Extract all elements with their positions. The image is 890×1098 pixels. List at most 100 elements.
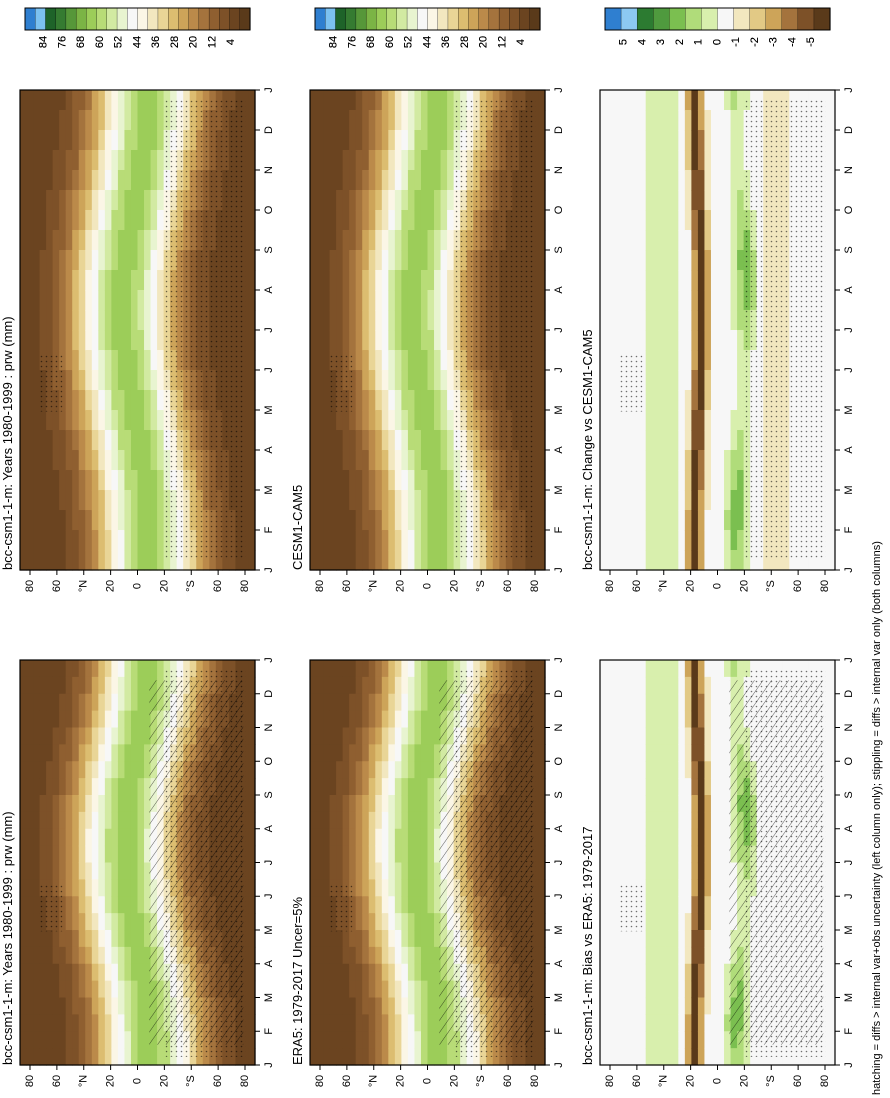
heat-cell: [59, 490, 67, 511]
heat-cell: [828, 896, 836, 914]
heat-cell: [124, 410, 132, 431]
heat-cell: [613, 390, 621, 411]
heat-cell: [72, 980, 80, 999]
heat-cell: [20, 930, 28, 948]
heat-cell: [645, 290, 653, 311]
heat-cell: [355, 727, 363, 745]
heat-cell: [52, 330, 60, 351]
heat-cell: [91, 370, 99, 391]
heat-cell: [639, 879, 647, 897]
heat-cell: [388, 470, 396, 491]
heat-cell: [59, 390, 67, 411]
heat-cell: [91, 896, 99, 914]
heat-cell: [78, 980, 86, 999]
heat-cell: [52, 130, 60, 151]
heat-cell: [91, 676, 99, 695]
heat-cell: [78, 845, 86, 864]
stippling-region: [38, 882, 63, 932]
lat-tick-label: 20: [738, 1075, 750, 1087]
heat-cell: [684, 862, 692, 880]
heat-cell: [427, 963, 435, 982]
heat-cell: [684, 676, 692, 695]
heat-cell: [137, 1031, 145, 1049]
heat-cell: [375, 470, 383, 491]
heat-cell: [414, 150, 422, 171]
heat-cell: [665, 710, 673, 729]
heat-cell: [401, 879, 409, 897]
colorbar-swatch: [24, 7, 36, 31]
heat-cell: [427, 450, 435, 471]
heat-cell: [632, 828, 640, 847]
heat-cell: [323, 490, 331, 511]
heat-cell: [665, 290, 673, 311]
heat-cell: [613, 828, 621, 847]
heat-cell: [104, 980, 112, 999]
heat-cell: [78, 1014, 86, 1032]
heat-cell: [144, 727, 152, 745]
heat-cell: [407, 390, 416, 411]
colorbar-tick-label: 76: [346, 36, 358, 48]
heat-cell: [600, 270, 608, 291]
heat-cell: [137, 430, 145, 451]
heat-cell: [46, 430, 54, 451]
heat-cell: [420, 330, 429, 351]
heat-cell: [342, 1014, 350, 1032]
colorbar-tick-label: 60: [94, 36, 106, 48]
heat-cell: [710, 761, 719, 779]
heat-cell: [401, 795, 409, 813]
heat-cell: [394, 997, 402, 1015]
heat-cell: [600, 727, 608, 745]
heat-cell: [78, 210, 86, 231]
heat-cell: [665, 980, 673, 999]
heat-cell: [342, 946, 350, 965]
heat-cell: [639, 930, 647, 948]
heat-cell: [420, 845, 429, 864]
heat-cell: [613, 150, 621, 171]
heat-cell: [65, 270, 73, 291]
heat-cell: [248, 1031, 256, 1049]
heat-cell: [85, 190, 93, 211]
heat-cell: [33, 330, 41, 351]
heat-cell: [85, 230, 93, 251]
panel-title: bcc-csm1-1-m: Years 1980-1999 : prw (mm): [0, 316, 15, 570]
heat-cell: [117, 310, 126, 331]
heat-cell: [375, 390, 383, 411]
heat-cell: [124, 450, 132, 471]
heat-cell: [697, 1014, 706, 1032]
heat-cell: [375, 693, 383, 712]
heat-cell: [336, 693, 344, 712]
heat-cell: [401, 727, 409, 745]
heat-cell: [52, 795, 60, 813]
month-tick-label: M: [553, 405, 565, 414]
heat-cell: [658, 370, 666, 391]
heat-cell: [375, 310, 383, 331]
heat-cell: [26, 811, 34, 830]
heat-cell: [658, 410, 666, 431]
heat-cell: [600, 390, 608, 411]
heat-cell: [310, 230, 318, 251]
heat-cell: [20, 210, 28, 231]
heat-cell: [414, 761, 422, 779]
heat-cell: [349, 330, 357, 351]
colorbar-tick-label: 1: [693, 39, 705, 45]
heat-cell: [447, 510, 455, 531]
heat-cell: [639, 550, 647, 571]
heat-cell: [26, 930, 34, 948]
heat-cell: [85, 778, 93, 796]
month-tick-label: A: [553, 959, 565, 967]
heat-cell: [362, 430, 370, 451]
heat-cell: [632, 744, 640, 762]
heat-cell: [316, 310, 324, 331]
heat-cell: [414, 1048, 422, 1066]
heat-cell: [124, 1014, 132, 1032]
heat-cell: [652, 761, 660, 779]
heat-cell: [20, 1014, 28, 1032]
heat-cell: [310, 811, 318, 830]
heat-cell: [323, 310, 331, 331]
heat-cell: [91, 778, 99, 796]
heat-cell: [407, 896, 416, 914]
heat-cell: [124, 778, 132, 796]
heat-cell: [632, 250, 640, 271]
heat-cell: [26, 660, 34, 678]
heat-cell: [665, 190, 673, 211]
